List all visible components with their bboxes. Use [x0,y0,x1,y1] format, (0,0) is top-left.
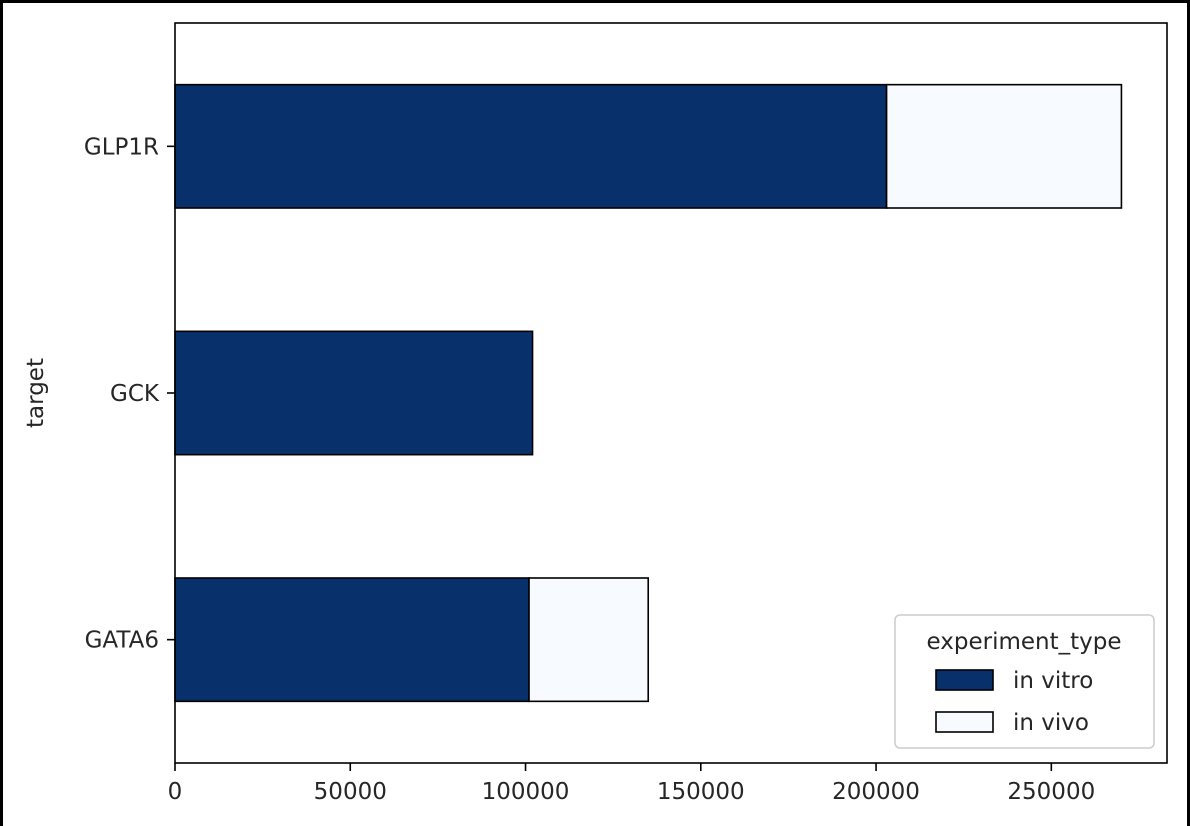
x-tick-label: 100000 [482,779,570,805]
x-tick-label: 50000 [314,779,387,805]
bars-layer [174,83,1123,703]
x-tick-label: 0 [168,779,183,805]
legend-title: experiment_type [927,629,1122,655]
y-tick-label-gata6: GATA6 [85,628,159,654]
y-axis-label: target [23,358,49,428]
chart-card: 0 50000 100000 150000 200000 250000 GATA6 GCK G… [3,3,1187,826]
legend-label-in-vivo: in vivo [1013,710,1089,736]
legend-swatch-in-vitro [935,669,994,691]
bar-gata6-in-vitro [174,577,530,703]
stacked-bar-chart: 0 50000 100000 150000 200000 250000 GATA6GCKG… [23,22,1168,805]
bar-glp1r-in-vivo [885,83,1123,209]
bar-gata6-in-vivo [528,577,650,703]
x-axis: 0 50000 100000 150000 200000 250000 [168,763,1095,805]
x-tick-label: 200000 [832,779,920,805]
legend: experiment_type in vitro in vivo [894,614,1155,749]
legend-label-in-vitro: in vitro [1013,668,1093,694]
legend-swatch-in-vivo [935,711,994,733]
x-tick-label: 250000 [1007,779,1095,805]
x-tick-label: 150000 [657,779,745,805]
y-tick-label-glp1r: GLP1R [84,134,159,160]
y-axis: GATA6 GCK GLP1R [84,134,175,654]
bar-gck-in-vitro [174,330,534,456]
y-tick-label-gck: GCK [110,381,160,407]
bar-glp1r-in-vitro [174,83,888,209]
